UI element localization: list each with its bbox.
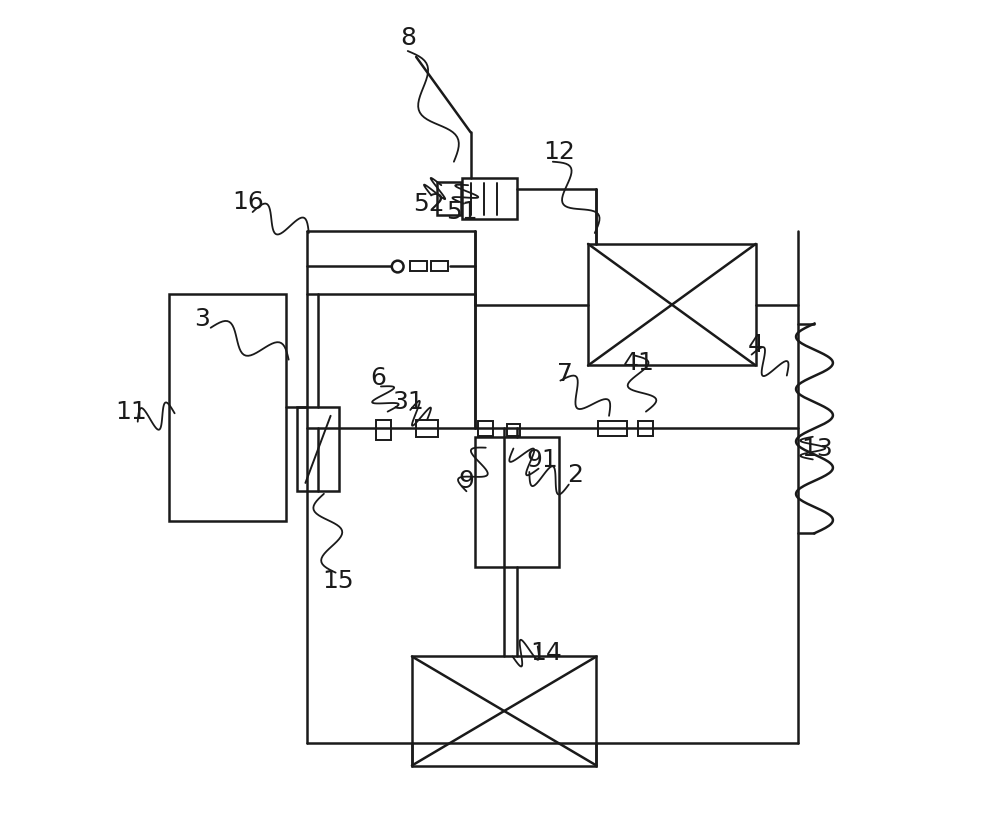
- Bar: [478, 421, 493, 436]
- Bar: [507, 424, 520, 436]
- Bar: [598, 421, 627, 436]
- Text: 15: 15: [322, 569, 354, 593]
- Bar: [462, 178, 517, 218]
- Text: 14: 14: [530, 641, 562, 665]
- Text: 31: 31: [392, 390, 424, 413]
- Text: 13: 13: [801, 438, 833, 461]
- Bar: [588, 244, 756, 365]
- Text: 41: 41: [622, 351, 654, 375]
- Text: 51: 51: [446, 200, 478, 224]
- Text: 91: 91: [526, 449, 558, 472]
- Bar: [431, 260, 448, 270]
- Text: 4: 4: [748, 333, 764, 356]
- Bar: [412, 657, 596, 765]
- Bar: [169, 294, 286, 521]
- Text: 6: 6: [370, 366, 386, 390]
- Text: 52: 52: [413, 192, 445, 216]
- Text: 9: 9: [459, 470, 474, 493]
- Bar: [410, 260, 427, 270]
- Text: 8: 8: [400, 26, 416, 50]
- Bar: [297, 407, 339, 491]
- Text: 2: 2: [567, 463, 583, 486]
- Text: 16: 16: [232, 190, 264, 214]
- Bar: [437, 181, 461, 215]
- Text: 3: 3: [194, 307, 210, 331]
- Text: 12: 12: [543, 139, 575, 164]
- Bar: [638, 421, 653, 436]
- Bar: [416, 420, 438, 437]
- Bar: [376, 420, 391, 440]
- Text: 7: 7: [557, 362, 573, 386]
- Bar: [475, 437, 559, 567]
- Text: 11: 11: [115, 400, 147, 423]
